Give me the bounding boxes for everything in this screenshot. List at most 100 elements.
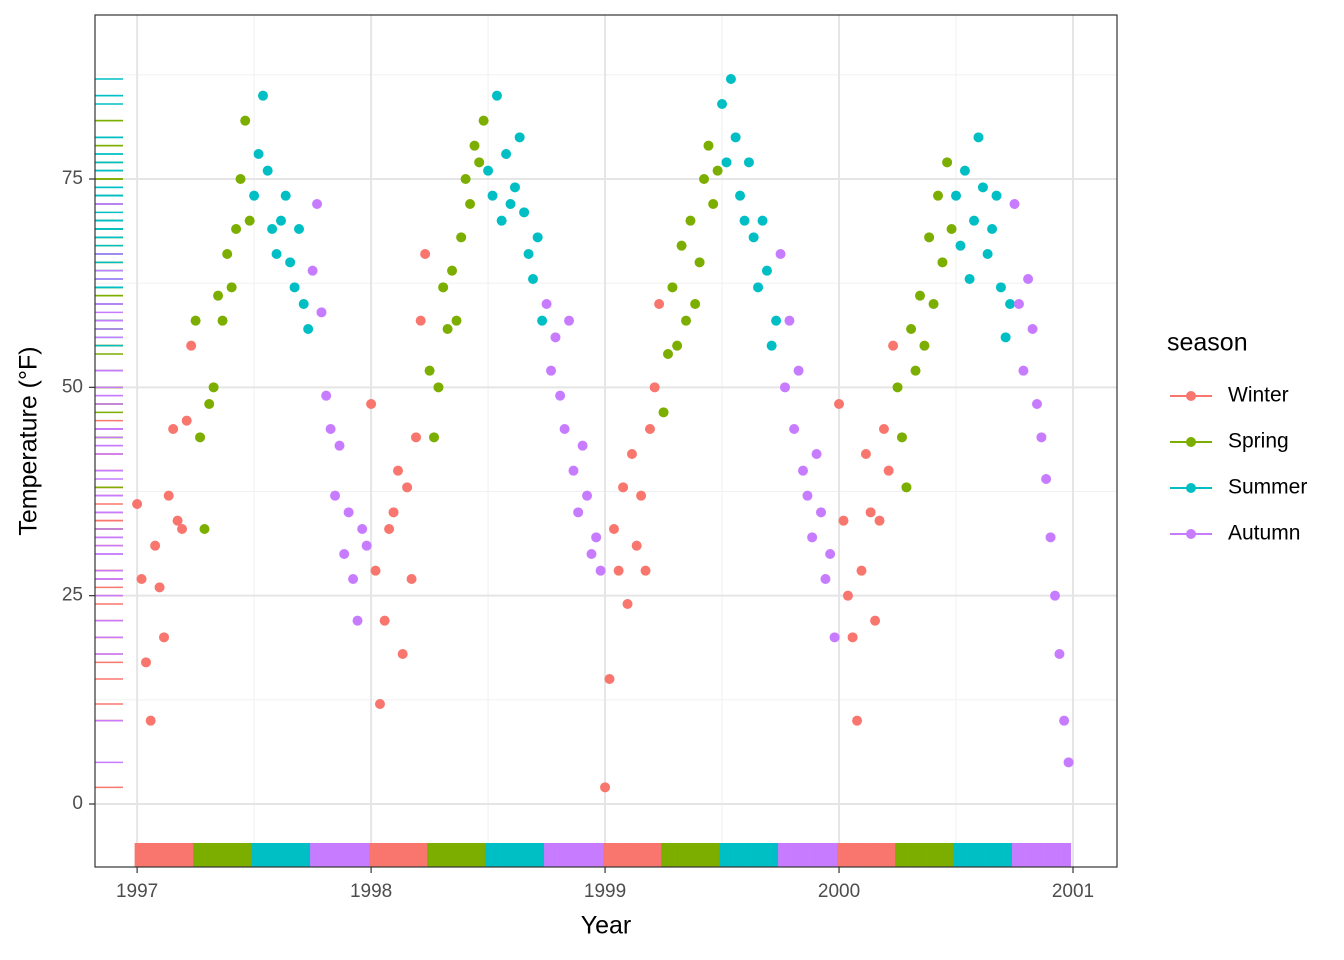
point [640,565,651,576]
point [896,432,907,443]
point [600,782,611,793]
x-tick-label: 2001 [1052,881,1094,902]
point [397,649,408,659]
point [325,424,336,434]
point [420,249,431,259]
point [537,315,548,326]
point [991,190,1002,201]
point [987,224,998,234]
point [865,507,876,518]
point [289,282,300,293]
point [577,440,588,451]
point [384,524,395,534]
point [190,315,201,326]
point [626,449,637,459]
point [964,274,975,284]
point [1023,274,1034,284]
point [163,490,174,501]
point [802,490,813,501]
point [415,315,426,326]
point [438,282,449,293]
point [933,190,944,201]
point [969,215,980,226]
point [847,632,858,643]
point [150,540,161,551]
point [348,574,359,584]
point [883,465,894,476]
point [1031,399,1042,409]
point [357,524,368,534]
point [514,132,525,143]
point [519,207,530,218]
point [505,199,516,209]
point [172,515,183,526]
point [820,574,831,584]
point [1000,332,1011,343]
point [159,632,170,643]
point [145,715,156,726]
point [977,182,988,193]
point [807,532,818,543]
point [330,490,341,501]
point [753,282,764,293]
point [195,432,206,443]
point [644,424,655,434]
x-tick-label: 2000 [818,881,860,902]
legend-label: Winter [1228,384,1289,407]
point [793,365,804,376]
point [339,549,350,559]
point [1059,715,1070,726]
point [559,424,570,434]
point [676,240,687,251]
point [910,365,921,376]
point [132,499,143,509]
point [568,465,579,476]
point [1027,324,1038,334]
point [681,315,692,326]
point [888,340,899,351]
point [303,324,314,334]
point [451,315,462,326]
point [928,299,939,309]
point [285,257,296,268]
point [141,657,152,668]
y-tick-label: 50 [62,376,83,397]
point [1009,199,1020,209]
point [307,265,318,276]
point [298,299,309,309]
point [1041,474,1052,484]
y-tick-label: 25 [62,585,83,606]
point [424,365,435,376]
point [1005,299,1016,309]
point [442,324,453,334]
point [429,432,440,443]
point [798,465,809,476]
point [253,149,264,159]
point [838,515,849,526]
point [955,240,966,251]
point [483,165,494,176]
point [280,190,291,201]
point [402,482,413,493]
point [995,282,1006,293]
point [199,524,210,534]
point [622,599,633,609]
point [370,565,381,576]
point [546,365,557,376]
point [469,140,480,151]
point [496,215,507,226]
point [721,157,732,168]
point [136,574,147,584]
point [528,274,538,284]
point [447,265,458,276]
point [658,407,669,418]
point [856,565,867,576]
point [825,549,836,559]
point [532,232,543,243]
point [914,290,925,301]
y-tick-label: 0 [72,793,83,814]
point [766,340,777,351]
point [321,390,332,401]
legend-key-point [1186,437,1196,447]
